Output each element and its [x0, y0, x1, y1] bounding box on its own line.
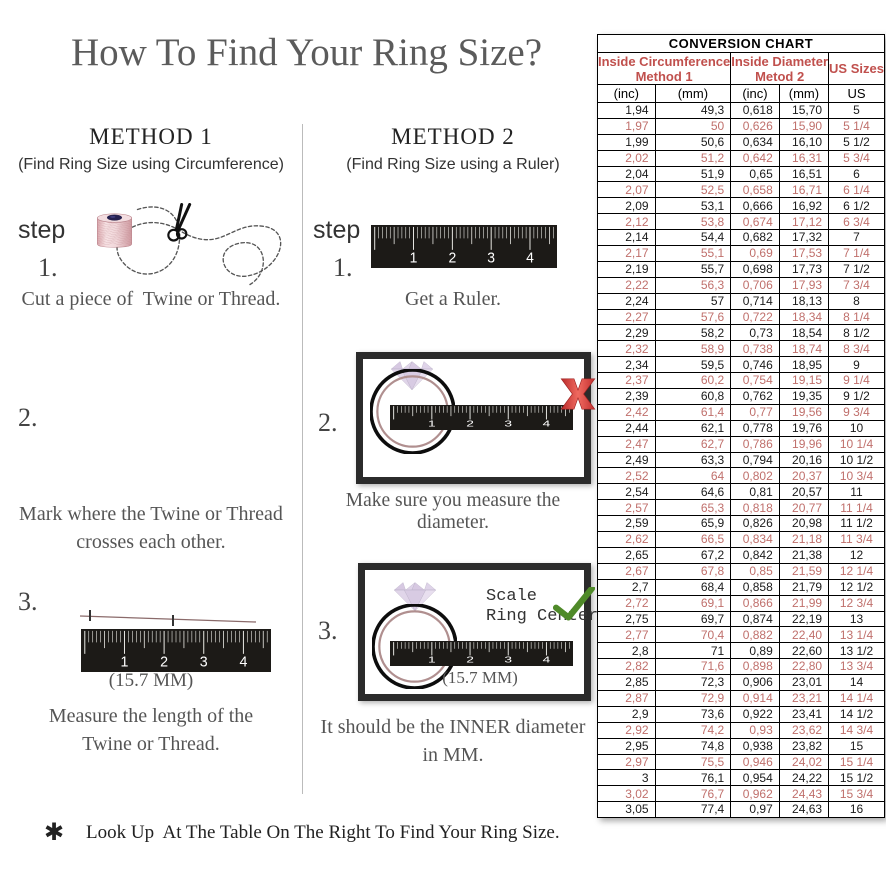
svg-text:2: 2 — [466, 420, 474, 429]
svg-text:3: 3 — [200, 654, 208, 670]
svg-text:3: 3 — [487, 249, 495, 265]
svg-text:1: 1 — [410, 249, 418, 265]
svg-text:2: 2 — [160, 654, 168, 670]
svg-text:2: 2 — [448, 249, 456, 265]
svg-text:1: 1 — [428, 420, 436, 429]
svg-text:3: 3 — [504, 656, 512, 665]
svg-text:4: 4 — [239, 654, 247, 670]
svg-text:1: 1 — [120, 654, 128, 670]
svg-text:1: 1 — [428, 656, 436, 665]
svg-text:4: 4 — [543, 420, 551, 429]
svg-text:2: 2 — [466, 656, 474, 665]
svg-text:4: 4 — [526, 249, 534, 265]
svg-text:4: 4 — [543, 656, 551, 665]
svg-text:3: 3 — [504, 420, 512, 429]
